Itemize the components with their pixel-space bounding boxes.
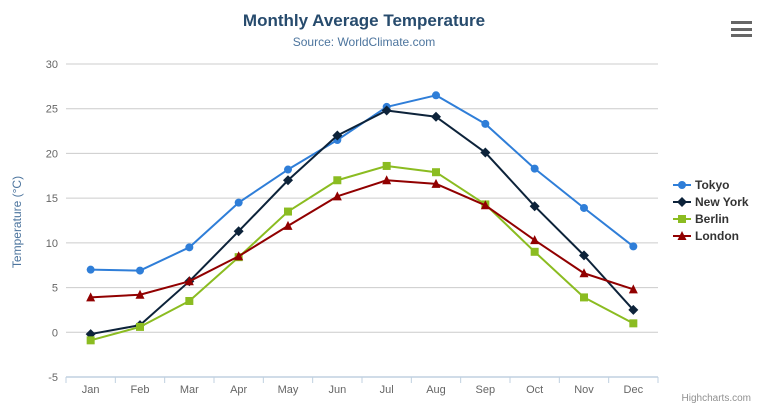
legend-label-new-york: New York (695, 194, 749, 209)
x-axis-tick-label: Aug (426, 384, 446, 396)
square-marker (382, 161, 391, 170)
chart-subtitle: Source: WorldClimate.com (292, 35, 436, 49)
triangle-marker (234, 251, 244, 261)
circle-marker (234, 198, 243, 207)
square-marker (678, 214, 686, 223)
chart-legend: Tokyo New York Berlin London (673, 176, 749, 244)
series-line-new-york (90, 109, 635, 336)
y-axis-tick-label: 5 (52, 283, 58, 295)
legend-item-london[interactable]: London (673, 227, 749, 244)
x-axis-tick-label: Dec (624, 384, 644, 396)
x-axis-tick-label: Sep (476, 384, 496, 396)
x-axis-tick-label: Jul (380, 384, 394, 396)
triangle-marker (628, 284, 638, 294)
legend-item-new-york[interactable]: New York (673, 193, 749, 210)
y-axis-tick-label: 0 (52, 327, 58, 339)
square-marker (333, 176, 342, 185)
series-line-tokyo (90, 94, 634, 272)
x-axis-tick-label: Feb (131, 384, 150, 396)
triangle-marker (579, 268, 589, 278)
square-marker (185, 296, 194, 305)
square-marker (86, 336, 95, 345)
circle-marker (580, 203, 588, 212)
square-marker (284, 207, 292, 216)
diamond-marker (529, 201, 540, 212)
triangle-marker (480, 200, 490, 210)
square-marker (629, 319, 638, 328)
diamond-marker (480, 147, 491, 158)
circle-marker (284, 165, 292, 174)
square-marker (580, 293, 588, 302)
diamond-marker (283, 175, 293, 186)
circle-marker (136, 266, 144, 275)
y-axis-tick-label: 15 (46, 193, 58, 205)
y-axis-tick-label: 25 (46, 104, 58, 116)
x-axis-tick-label: Oct (526, 384, 543, 396)
circle-marker (481, 119, 490, 128)
circle-marker (629, 242, 638, 251)
triangle-marker (283, 220, 293, 230)
series-line-london (90, 179, 634, 299)
diamond-marker (628, 304, 639, 315)
diamond-legend-marker (673, 196, 691, 207)
circle-marker (86, 265, 95, 274)
hamburger-bar (730, 21, 752, 24)
legend-label-berlin: Berlin (695, 211, 730, 226)
square-marker (432, 168, 440, 177)
y-axis-tick-label: -5 (48, 372, 58, 384)
diamond-marker (579, 250, 589, 261)
triangle-marker (677, 230, 687, 240)
hamburger-menu-icon[interactable] (728, 19, 754, 39)
circle-marker (530, 164, 539, 173)
x-axis-tick-label: Jan (82, 384, 100, 396)
square-legend-marker (673, 214, 691, 223)
legend-label-tokyo: Tokyo (695, 177, 730, 192)
square-marker (136, 322, 144, 331)
legend-label-london: London (695, 228, 739, 243)
legend-item-berlin[interactable]: Berlin (673, 210, 749, 227)
circle-legend-marker (673, 180, 691, 189)
diamond-marker (233, 226, 244, 237)
diamond-marker (381, 105, 392, 116)
legend-item-tokyo[interactable]: Tokyo (673, 176, 749, 193)
highcharts-credits-link[interactable]: Highcharts.com (681, 393, 751, 404)
x-axis-tick-label: Apr (230, 384, 247, 396)
triangle-marker (135, 289, 145, 299)
y-axis-title-wrap: Temperature (°C) (8, 112, 24, 332)
circle-marker (678, 180, 686, 189)
x-axis-tick-label: Jun (328, 384, 346, 396)
triangle-legend-marker (673, 230, 691, 240)
hamburger-bar (730, 34, 752, 37)
x-axis-tick-label: Mar (180, 384, 199, 396)
triangle-marker (530, 235, 540, 245)
circle-marker (185, 243, 194, 252)
triangle-marker (431, 178, 441, 188)
triangle-marker (332, 191, 342, 201)
diamond-marker (677, 196, 687, 207)
chart-title: Monthly Average Temperature (242, 11, 486, 30)
y-axis-title: Temperature (°C) (10, 175, 24, 269)
y-axis-tick-label: 30 (46, 59, 58, 71)
y-axis-tick-label: 10 (46, 238, 58, 250)
x-axis-tick-label: May (278, 384, 299, 396)
square-marker (530, 247, 539, 256)
x-axis-tick-label: Nov (574, 384, 594, 396)
hamburger-bar (730, 27, 752, 31)
diamond-marker (431, 111, 441, 122)
triangle-marker (184, 276, 194, 286)
triangle-marker (382, 175, 392, 185)
circle-marker (432, 91, 440, 100)
series-line-berlin (90, 164, 634, 342)
y-axis-tick-label: 20 (46, 148, 58, 160)
diamond-marker (332, 130, 343, 141)
triangle-marker (86, 292, 96, 302)
